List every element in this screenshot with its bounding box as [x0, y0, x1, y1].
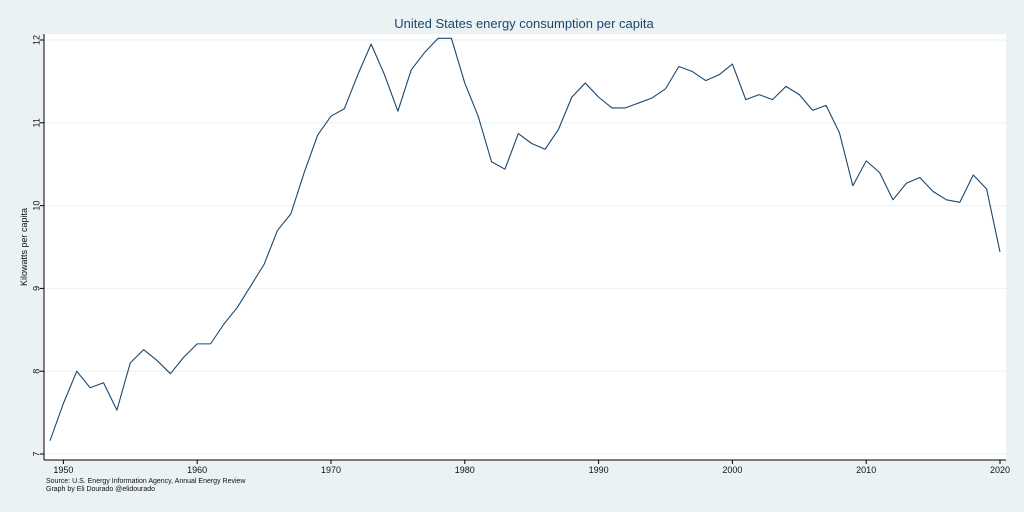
credit-note: Graph by Eli Dourado @elidourado — [46, 486, 155, 493]
x-tick-label: 2000 — [722, 465, 742, 475]
x-tick-label: 1960 — [187, 465, 207, 475]
x-tick-label: 2020 — [990, 465, 1010, 475]
y-axis-label: Kilowatts per capita — [19, 208, 29, 286]
y-tick-label: 7 — [31, 451, 41, 456]
grid-lines — [44, 39, 1006, 455]
source-note: Source: U.S. Energy Information Agency, … — [46, 478, 246, 485]
y-tick-label: 11 — [31, 118, 41, 127]
series-line — [49, 37, 1001, 441]
y-tick-label: 10 — [31, 201, 41, 211]
x-tick-label: 1980 — [455, 465, 475, 475]
y-tick-label: 8 — [31, 369, 41, 374]
y-tick-label: 9 — [31, 286, 41, 291]
chart-title: United States energy consumption per cap… — [394, 16, 654, 31]
y-tick-label: 12 — [31, 35, 41, 45]
x-tick-label: 2010 — [856, 465, 876, 475]
x-tick-label: 1950 — [53, 465, 73, 475]
x-tick-label: 1970 — [321, 465, 341, 475]
plot-area — [44, 34, 1006, 460]
x-ticks: 1950 1960 1970 1980 1990 2000 2010 2020 — [53, 460, 1010, 475]
y-ticks: 7 8 9 10 11 12 — [31, 35, 44, 457]
x-tick-label: 1990 — [589, 465, 609, 475]
